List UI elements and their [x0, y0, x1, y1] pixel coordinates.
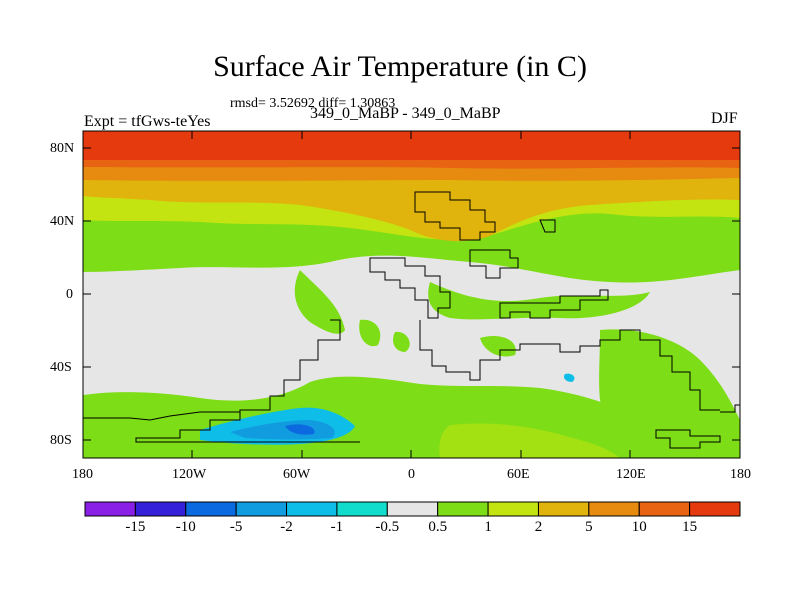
- colorbar-swatch: [537, 501, 590, 517]
- colorbar-label: -5: [229, 519, 243, 535]
- lat-label-80s: 80S: [50, 433, 72, 448]
- colorbar-label: 2: [534, 519, 543, 535]
- colorbar-swatch: [336, 501, 388, 517]
- lon-label-120w: 120W: [172, 467, 207, 482]
- colorbar-label: -10: [175, 519, 196, 535]
- colorbar-swatch: [134, 501, 187, 517]
- lon-label-60w: 60W: [283, 467, 311, 482]
- season-label: DJF: [711, 110, 738, 127]
- lat-label-40s: 40S: [50, 360, 72, 375]
- lon-label-180e: 180: [730, 467, 751, 482]
- coastlines: [83, 191, 740, 449]
- colorbar-label: 1: [484, 519, 492, 535]
- colorbar-swatch: [185, 501, 237, 517]
- lon-label-180w: 180: [72, 467, 93, 482]
- lon-label-0: 0: [408, 467, 415, 482]
- colorbar-label: 10: [631, 519, 647, 535]
- colorbar-swatch: [286, 501, 338, 517]
- lat-label-0: 0: [66, 287, 73, 302]
- colorbar-swatch: [386, 501, 439, 517]
- colorbar-label: 15: [682, 519, 698, 535]
- colorbar-swatch: [689, 501, 741, 517]
- lon-label-120e: 120E: [616, 467, 646, 482]
- colorbar-swatch: [235, 501, 288, 517]
- colorbar-swatch: [84, 501, 136, 517]
- stats-line: rmsd= 3.52692 diff= 1.30863: [230, 96, 396, 111]
- experiment-label: Expt = tfGws-teYes: [84, 113, 211, 130]
- colorbar-swatch: [588, 501, 640, 517]
- colorbar-swatch: [437, 501, 489, 517]
- axis-ticks: [83, 131, 740, 458]
- colorbar-swatch: [487, 501, 539, 517]
- lat-label-80n: 80N: [50, 141, 75, 156]
- subtitle: 349_0_MaBP - 349_0_MaBP: [310, 105, 501, 122]
- colorbar: [84, 501, 741, 517]
- colorbar-label: 0.5: [428, 519, 448, 535]
- lat-label-40n: 40N: [50, 214, 75, 229]
- colorbar-label: 5: [585, 519, 593, 535]
- colorbar-label: -15: [125, 519, 146, 535]
- colorbar-label: -1: [330, 519, 344, 535]
- colorbar-label: -2: [280, 519, 293, 535]
- colorbar-swatch: [638, 501, 691, 517]
- colorbar-label: -0.5: [375, 519, 400, 535]
- temperature-field: [83, 131, 740, 458]
- map-title: Surface Air Temperature (in C): [213, 50, 587, 83]
- lon-label-60e: 60E: [507, 467, 530, 482]
